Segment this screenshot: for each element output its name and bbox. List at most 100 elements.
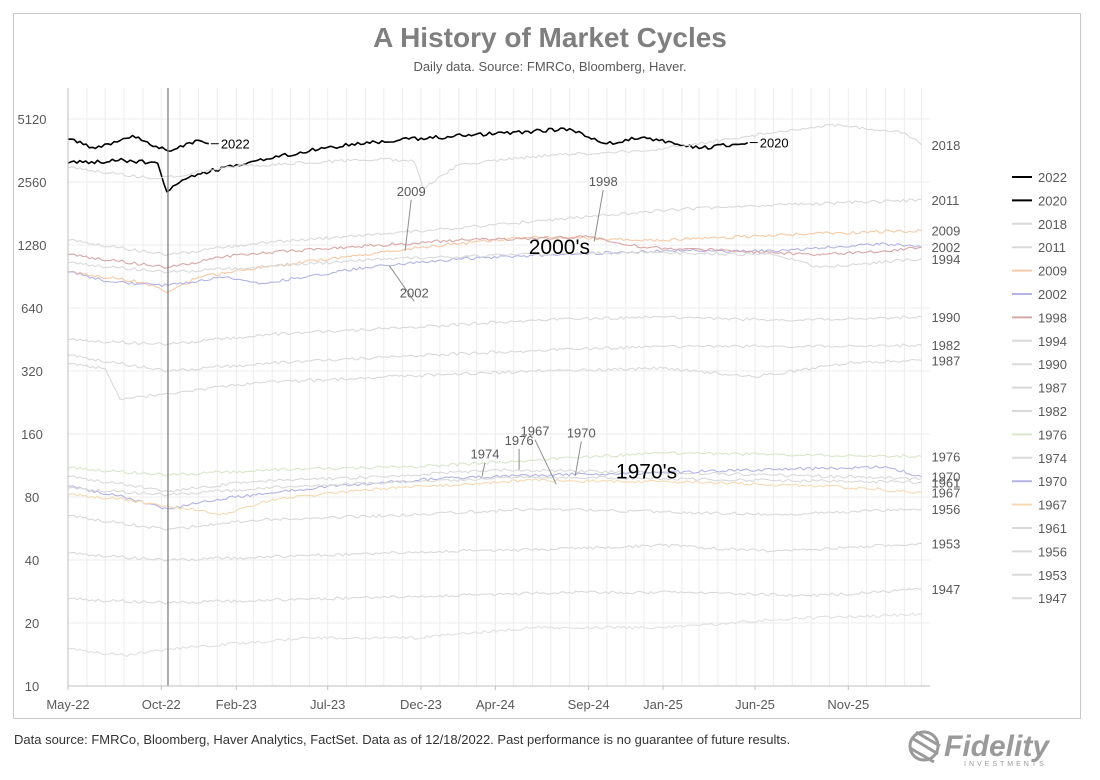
y-tick-label: 160 bbox=[21, 427, 43, 442]
chart-subtitle: Daily data. Source: FMRCo, Bloomberg, Ha… bbox=[413, 59, 687, 74]
legend-label-2018: 2018 bbox=[1038, 217, 1067, 232]
chart-frame bbox=[13, 13, 1081, 719]
legend-label-2022: 2022 bbox=[1038, 170, 1067, 185]
annotation-layer: 2022 2020 20182011200920021994199019871982… bbox=[210, 136, 960, 597]
annotation-label-1967: 1967 bbox=[521, 424, 550, 439]
legend-label-1953: 1953 bbox=[1038, 568, 1067, 583]
y-tick-label: 1280 bbox=[18, 238, 47, 253]
y-tick-label: 2560 bbox=[18, 175, 47, 190]
series-end-label-1961: 1961 bbox=[931, 475, 960, 490]
annotation-label-1970: 1970 bbox=[567, 425, 596, 440]
series-end-label-2011: 2011 bbox=[931, 193, 959, 208]
series-end-label-1956: 1956 bbox=[931, 502, 960, 517]
y-tick-label: 5120 bbox=[18, 112, 47, 127]
annotation-leader-2002 bbox=[388, 265, 415, 302]
x-tick-label: Apr-24 bbox=[476, 697, 515, 712]
series-line-1970 bbox=[67, 465, 922, 510]
legend-label-2011: 2011 bbox=[1038, 240, 1066, 255]
series-line-2018 bbox=[67, 123, 922, 189]
axis-layer: 10 20 40 80 160 320 640 1280 2560 5120 May-22 Oct-2… bbox=[18, 88, 930, 712]
y-tick-label: 20 bbox=[25, 616, 39, 631]
series-line-1953 bbox=[67, 542, 922, 562]
legend-label-1974: 1974 bbox=[1038, 451, 1067, 466]
x-tick-label: Jun-25 bbox=[735, 697, 775, 712]
legend-label-1961: 1961 bbox=[1038, 521, 1067, 536]
series-line-2022 bbox=[67, 134, 209, 152]
grid bbox=[67, 88, 930, 687]
y-tick-label: 10 bbox=[25, 679, 39, 694]
series-layer bbox=[67, 123, 922, 657]
y-tick-label: 320 bbox=[21, 364, 43, 379]
x-tick-label: Oct-22 bbox=[142, 697, 181, 712]
decade-label: 1970's bbox=[616, 460, 677, 483]
legend-label-2002: 2002 bbox=[1038, 287, 1067, 302]
x-tick-label: Dec-23 bbox=[400, 697, 442, 712]
series-line-1967 bbox=[67, 478, 922, 516]
legend-label-1956: 1956 bbox=[1038, 544, 1067, 559]
series-end-label-2009: 2009 bbox=[931, 224, 960, 239]
series-line-1982 bbox=[67, 343, 922, 373]
series-line-1961 bbox=[67, 475, 922, 497]
annotation-leader-1974 bbox=[481, 462, 486, 477]
legend-label-2009: 2009 bbox=[1038, 264, 1067, 279]
series-end-label-2020: 2020 bbox=[760, 136, 789, 151]
y-tick-label: 80 bbox=[25, 490, 39, 505]
decade-label: 2000's bbox=[529, 236, 590, 259]
annotation-label-1974: 1974 bbox=[471, 447, 500, 462]
series-line-bottom-line bbox=[67, 612, 922, 657]
footnote: Data source: FMRCo, Bloomberg, Haver Ana… bbox=[14, 732, 791, 747]
x-tick-label: Jan-25 bbox=[643, 697, 683, 712]
legend-label-1982: 1982 bbox=[1038, 404, 1067, 419]
series-end-label-1947: 1947 bbox=[931, 582, 960, 597]
series-line-1998 bbox=[67, 235, 922, 269]
x-tick-label: May-22 bbox=[46, 697, 89, 712]
series-line-1974 bbox=[67, 468, 922, 493]
series-end-label-1976: 1976 bbox=[931, 449, 960, 464]
series-end-label-1967: 1967 bbox=[931, 486, 960, 501]
x-tick-label: Sep-24 bbox=[568, 697, 610, 712]
fidelity-logo: Fidelity INVESTMENTS bbox=[908, 730, 1050, 768]
annotation-label-2009: 2009 bbox=[397, 184, 426, 199]
legend-label-1998: 1998 bbox=[1038, 310, 1067, 325]
series-line-1987 bbox=[67, 358, 922, 401]
annotation-leader-1998 bbox=[593, 189, 604, 242]
series-end-label-1994: 1994 bbox=[931, 252, 960, 267]
annotation-label-1976: 1976 bbox=[505, 433, 534, 448]
legend-label-1994: 1994 bbox=[1038, 334, 1067, 349]
logo-globe-icon bbox=[908, 730, 941, 764]
annotation-leader-2009 bbox=[404, 199, 412, 251]
series-end-label-1970: 1970 bbox=[931, 470, 960, 485]
series-line-2002 bbox=[67, 242, 922, 288]
legend-label-2020: 2020 bbox=[1038, 193, 1067, 208]
x-tick-label: Nov-25 bbox=[827, 697, 869, 712]
series-line-1956 bbox=[67, 507, 922, 531]
series-line-2020 bbox=[67, 127, 749, 193]
logo-subtext: INVESTMENTS bbox=[964, 761, 1047, 768]
y-tick-label: 640 bbox=[21, 301, 43, 316]
series-end-label-1990: 1990 bbox=[931, 310, 960, 325]
series-line-1947 bbox=[67, 587, 922, 605]
series-line-2011 bbox=[67, 198, 922, 257]
annotation-label-1998: 1998 bbox=[589, 174, 618, 189]
series-end-label-1987: 1987 bbox=[931, 353, 960, 368]
series-line-1990 bbox=[67, 315, 922, 346]
y-tick-label: 40 bbox=[25, 553, 39, 568]
series-end-label-1953: 1953 bbox=[931, 536, 960, 551]
legend-label-1990: 1990 bbox=[1038, 357, 1067, 372]
series-end-label-1982: 1982 bbox=[931, 338, 960, 353]
legend-label-1970: 1970 bbox=[1038, 474, 1067, 489]
chart-svg: 2022 2020 20182011200920021994199019871982… bbox=[18, 88, 1067, 712]
logo-text: Fidelity bbox=[944, 730, 1050, 763]
legend: 2022 2020 2018 2011 2009 2002 1998 1994 1990 1987… bbox=[1012, 170, 1067, 606]
annotation-leader-1970 bbox=[574, 441, 582, 476]
legend-label-1947: 1947 bbox=[1038, 591, 1067, 606]
series-line-1994 bbox=[67, 250, 922, 274]
series-end-label-2002: 2002 bbox=[931, 240, 960, 255]
series-line-1976 bbox=[67, 451, 922, 477]
legend-label-1987: 1987 bbox=[1038, 381, 1067, 396]
series-end-label-2018: 2018 bbox=[931, 138, 960, 153]
x-tick-label: Feb-23 bbox=[216, 697, 257, 712]
chart-title: A History of Market Cycles bbox=[373, 22, 727, 53]
series-line-2009 bbox=[67, 229, 922, 293]
legend-label-1967: 1967 bbox=[1038, 498, 1067, 513]
